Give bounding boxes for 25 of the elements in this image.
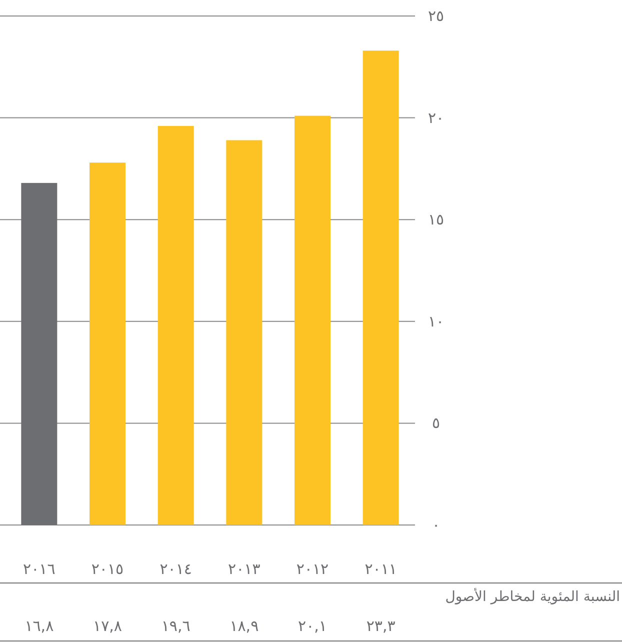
y-tick-label: ١٥ xyxy=(428,210,444,229)
data-label: ٢٣,٣ xyxy=(366,617,396,635)
data-label: ١٦,٨ xyxy=(24,617,54,635)
data-label: ١٨,٩ xyxy=(230,617,259,635)
bar xyxy=(226,140,262,525)
y-tick-label: ٠ xyxy=(432,516,440,534)
x-tick-label: ٢٠١٦ xyxy=(23,560,56,578)
data-label: ٢٠,١ xyxy=(298,617,327,635)
bar xyxy=(90,162,126,525)
y-tick-label: ٢٥ xyxy=(428,7,444,25)
x-tick-label: ٢٠١٣ xyxy=(228,560,260,578)
y-tick-label: ٢٠ xyxy=(428,108,444,127)
y-tick-label: ٥ xyxy=(432,414,440,432)
x-tick-label: ٢٠١٢ xyxy=(296,560,329,578)
x-tick-label: ٢٠١١ xyxy=(364,560,397,578)
data-label: ١٩,٦ xyxy=(161,617,190,635)
text: النسبة المئوية لمخاطر الأصول xyxy=(444,588,620,607)
bar xyxy=(362,50,399,525)
bar xyxy=(21,182,58,525)
bar xyxy=(294,116,330,525)
x-tick-label: ٢٠١٥ xyxy=(91,560,124,578)
x-tick-label: ٢٠١٤ xyxy=(160,560,192,578)
data-label: ١٧,٨ xyxy=(93,617,122,635)
y-tick-label: ١٠ xyxy=(428,312,444,330)
bar xyxy=(158,126,194,525)
